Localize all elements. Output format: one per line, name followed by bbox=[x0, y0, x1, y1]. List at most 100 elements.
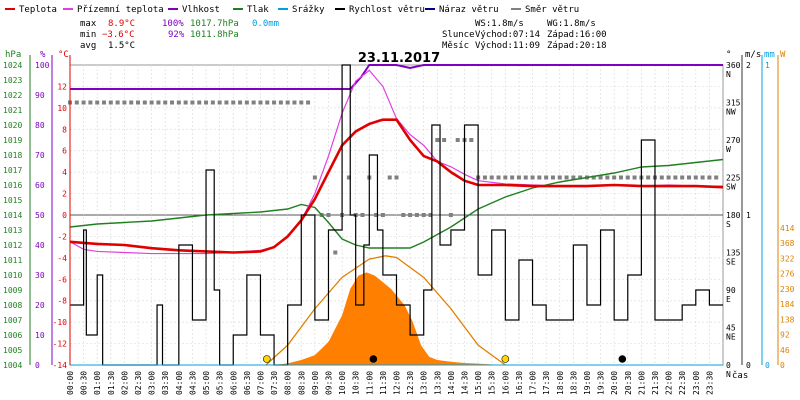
pressure_hpa-tick: 1016 bbox=[3, 181, 22, 190]
wind-dir-point bbox=[469, 138, 474, 142]
wind-dir-point bbox=[414, 213, 419, 217]
humidity_pct-tick: 0 bbox=[35, 361, 40, 370]
x-tick-label: 15:30 bbox=[488, 371, 497, 395]
wind-dir-point bbox=[312, 175, 317, 180]
wind-dir-point bbox=[210, 100, 215, 105]
wind-dir-point bbox=[129, 100, 134, 105]
ms-header: m/s bbox=[745, 50, 761, 60]
x-tick-label: 02:30 bbox=[134, 371, 143, 395]
temperature_c-tick: 2 bbox=[62, 190, 67, 199]
wind-dir-point bbox=[183, 100, 188, 105]
wind-dir-point bbox=[693, 175, 698, 180]
wind-dir-point bbox=[163, 100, 168, 105]
wind-dir-point bbox=[231, 100, 236, 105]
compass-label: E bbox=[726, 295, 731, 304]
x-tick-label: 08:30 bbox=[297, 371, 306, 395]
legend-label: Srážky bbox=[292, 5, 325, 15]
wind-dir-point bbox=[503, 175, 508, 180]
x-tick-label: 16:30 bbox=[515, 371, 524, 395]
wind-dir-point bbox=[380, 213, 385, 217]
x-tick-label: 18:30 bbox=[569, 371, 578, 395]
wind-dir-point bbox=[673, 175, 678, 180]
wind_dir_deg-tick: 315 bbox=[726, 99, 741, 108]
rain_mm-tick: 0 bbox=[765, 361, 770, 370]
compass-label: NE bbox=[726, 333, 736, 342]
pressure_hpa-tick: 1004 bbox=[3, 361, 22, 370]
x-tick-label: 01:00 bbox=[93, 371, 102, 395]
wind-dir-point bbox=[646, 175, 651, 180]
stats-max-pres: 1017.7hPa bbox=[190, 19, 239, 29]
sun-label: Slunce bbox=[442, 30, 475, 40]
pressure_hpa-tick: 1023 bbox=[3, 76, 22, 85]
x-tick-label: 19:00 bbox=[583, 371, 592, 395]
wind_dir_deg-tick: 270 bbox=[726, 136, 741, 145]
pressure_hpa-tick: 1007 bbox=[3, 316, 22, 325]
x-tick-label: 10:00 bbox=[338, 371, 347, 395]
wind-dir-point bbox=[387, 175, 392, 180]
stats-min-hum: 92% bbox=[168, 30, 185, 40]
wind-dir-point bbox=[448, 213, 453, 217]
moonset-text: Západ:20:18 bbox=[547, 41, 607, 51]
wind-dir-point bbox=[142, 100, 147, 105]
pressure_hpa-tick: 1009 bbox=[3, 286, 22, 295]
solar-tick: 138 bbox=[780, 315, 795, 324]
wind-dir-point bbox=[238, 100, 243, 105]
wind-dir-point bbox=[306, 100, 311, 105]
temperature_c-tick: 8 bbox=[62, 125, 67, 134]
wind-dir-point bbox=[707, 175, 712, 180]
wind_dir_deg-tick: 360 bbox=[726, 61, 741, 70]
stats-avg-label: avg bbox=[80, 41, 96, 51]
plot-area bbox=[68, 64, 724, 366]
x-tick-label: 14:30 bbox=[461, 371, 470, 395]
humidity_pct-tick: 10 bbox=[35, 331, 45, 340]
wind-dir-point bbox=[537, 175, 542, 180]
pressure_hpa-tick: 1022 bbox=[3, 91, 22, 100]
x-tick-label: 13:00 bbox=[420, 371, 429, 395]
wind-dir-point bbox=[666, 175, 671, 180]
axis-headers: hPa % °C ° m/s mm W bbox=[5, 50, 786, 60]
wind_dir_deg-tick: 45 bbox=[726, 324, 736, 333]
wind-dir-point bbox=[122, 100, 127, 105]
sunset-marker bbox=[501, 355, 510, 363]
solar-tick: 46 bbox=[780, 346, 790, 355]
wind-dir-point bbox=[496, 175, 501, 180]
temperature_c-tick: -6 bbox=[57, 275, 67, 284]
x-tick-label: 04:30 bbox=[188, 371, 197, 395]
stats-avg-temp: 1.5°C bbox=[108, 41, 135, 51]
wind-dir-point bbox=[428, 213, 433, 217]
temperature_c-tick: -4 bbox=[57, 254, 67, 263]
wind_ms-tick: 0 bbox=[746, 361, 751, 370]
x-tick-label: 23:30 bbox=[705, 371, 714, 395]
compass-label: N bbox=[726, 370, 731, 379]
wind-dir-point bbox=[544, 175, 549, 180]
theoretical-solar-line bbox=[265, 255, 506, 366]
x-tick-label: 05:30 bbox=[216, 371, 225, 395]
wind-dir-point bbox=[489, 175, 494, 180]
x-tick-label: 21:30 bbox=[651, 371, 660, 395]
x-tick-label: 03:30 bbox=[161, 371, 170, 395]
x-tick-label: 17:00 bbox=[529, 371, 538, 395]
humidity_pct-tick: 50 bbox=[35, 211, 45, 220]
x-tick-label: 07:30 bbox=[270, 371, 279, 395]
stats-max-temp: 8.9°C bbox=[108, 19, 135, 29]
wind_ms-tick: 2 bbox=[746, 61, 751, 70]
stats-min-label: min bbox=[80, 30, 96, 40]
x-tick-label: 17:30 bbox=[542, 371, 551, 395]
wind-dir-point bbox=[149, 100, 154, 105]
x-tick-label: 19:30 bbox=[597, 371, 606, 395]
wind-dir-point bbox=[618, 175, 623, 180]
stats-min-temp: −3.6°C bbox=[102, 30, 135, 40]
pressure_hpa-tick: 1012 bbox=[3, 241, 22, 250]
wind-dir-point bbox=[591, 175, 596, 180]
wind-dir-point bbox=[680, 175, 685, 180]
wind-dir-point bbox=[408, 213, 413, 217]
sunset-text: Západ:16:00 bbox=[547, 30, 607, 40]
x-tick-label: 20:30 bbox=[624, 371, 633, 395]
wind-dir-point bbox=[285, 100, 290, 105]
legend-label: Vlhkost bbox=[182, 5, 220, 15]
solar-tick: 368 bbox=[780, 239, 795, 248]
x-tick-label: 20:00 bbox=[610, 371, 619, 395]
wind-dir-point bbox=[346, 175, 351, 180]
wind-dir-point bbox=[272, 100, 277, 105]
